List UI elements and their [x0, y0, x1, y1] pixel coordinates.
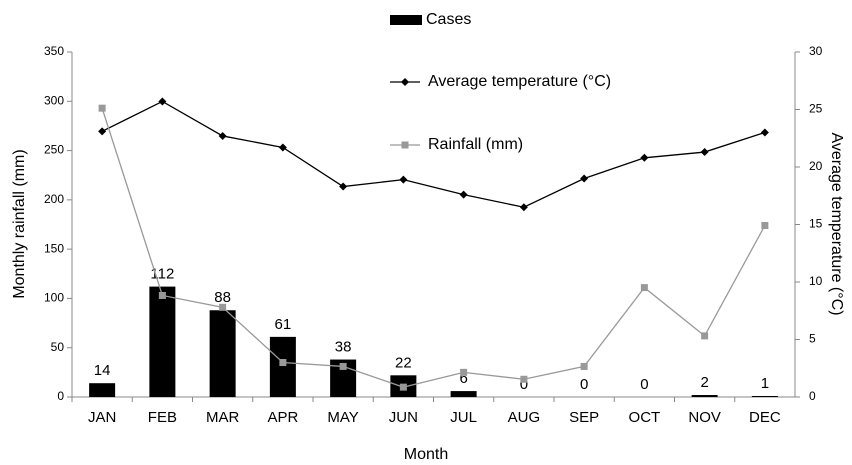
x-tick-label: AUG	[508, 409, 541, 426]
legend-marker	[401, 78, 409, 86]
x-tick-label: JAN	[88, 409, 116, 426]
data-label: 2	[700, 374, 708, 391]
data-label: 14	[94, 362, 111, 379]
x-tick-label: SEP	[569, 409, 599, 426]
bar	[691, 395, 718, 397]
y2-tick-label: 25	[809, 102, 823, 116]
point	[459, 190, 468, 199]
y-tick-label: 0	[57, 389, 64, 403]
y-tick-label: 100	[44, 291, 64, 305]
y2-tick-label: 5	[809, 332, 816, 346]
point	[640, 284, 648, 292]
data-label: 6	[459, 370, 467, 387]
y-tick-label: 200	[44, 192, 64, 206]
point	[580, 174, 589, 183]
bar	[751, 396, 778, 397]
point	[279, 359, 287, 366]
point	[519, 203, 528, 212]
x-tick-label: FEB	[148, 409, 177, 426]
legend-label: Cases	[426, 11, 471, 28]
x-tick-label: DEC	[749, 409, 781, 426]
data-label: 0	[640, 376, 648, 393]
data-label: 0	[520, 376, 528, 393]
bar	[450, 391, 477, 397]
point	[700, 148, 709, 157]
data-label: 1	[761, 375, 769, 392]
point	[580, 362, 588, 370]
point	[460, 368, 468, 376]
y-tick-label: 50	[51, 340, 65, 354]
point	[98, 127, 107, 136]
data-label: 88	[214, 289, 231, 306]
y2-tick-label: 30	[809, 44, 823, 58]
x-tick-label: OCT	[629, 409, 661, 426]
legend-marker	[401, 141, 409, 149]
bar	[269, 336, 296, 397]
bar	[89, 383, 116, 397]
point	[761, 221, 769, 229]
point	[760, 128, 769, 137]
y-axis-title: Monthly rainfall (mm)	[11, 149, 28, 298]
point	[339, 182, 348, 191]
point	[218, 131, 227, 140]
point	[520, 375, 528, 383]
y2-tick-label: 0	[809, 389, 816, 403]
data-label: 38	[335, 339, 352, 356]
line	[101, 100, 766, 208]
bar	[149, 286, 176, 397]
y-tick-label: 300	[44, 93, 64, 107]
x-tick-label: JUL	[450, 409, 477, 426]
data-label: 22	[395, 354, 412, 371]
point	[158, 291, 166, 299]
point	[158, 97, 167, 106]
point	[98, 104, 106, 112]
legend-label: Rainfall (mm)	[428, 136, 523, 153]
point	[701, 332, 709, 340]
y-tick-label: 150	[44, 241, 64, 255]
x-tick-label: APR	[267, 409, 298, 426]
x-tick-label: MAY	[327, 409, 358, 426]
bar	[209, 310, 236, 397]
y2-tick-label: 15	[809, 217, 823, 231]
y2-tick-label: 10	[809, 274, 823, 288]
point	[278, 143, 287, 152]
point	[399, 175, 408, 184]
data-label: 61	[275, 316, 292, 333]
point	[399, 383, 407, 391]
line	[101, 107, 766, 388]
point	[219, 303, 227, 311]
x-tick-label: MAR	[206, 409, 240, 426]
x-axis-title: Month	[404, 446, 448, 463]
x-tick-label: JUN	[389, 409, 418, 426]
point	[640, 153, 649, 162]
y2-tick-label: 20	[809, 159, 823, 173]
y-tick-label: 350	[44, 44, 64, 58]
x-tick-label: NOV	[688, 409, 721, 426]
legend-label: Average temperature (°C)	[428, 73, 611, 90]
point	[339, 362, 347, 370]
data-label: 0	[580, 376, 588, 393]
y2-axis-title: Average temperature (°C)	[828, 132, 845, 315]
legend-swatch	[390, 15, 422, 25]
y-tick-label: 250	[44, 143, 64, 157]
